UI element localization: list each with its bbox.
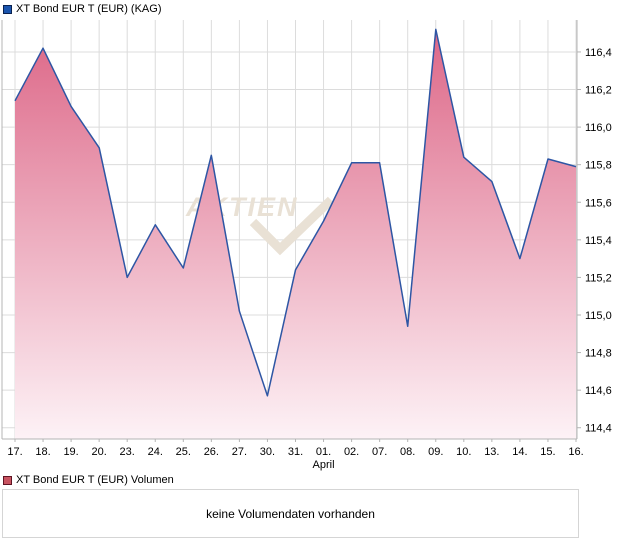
price-series-swatch-icon [3, 4, 12, 14]
x-axis-label: 02. [344, 446, 359, 458]
x-axis-label: 10. [456, 446, 471, 458]
y-axis-label: 114,6 [585, 385, 612, 397]
y-axis-label: 116,2 [585, 85, 612, 97]
x-axis-label: 14. [512, 446, 527, 458]
volume-legend: XT Bond EUR T (EUR) Volumen [3, 473, 174, 487]
x-axis-label: 27. [232, 446, 247, 458]
x-axis-label: 25. [176, 446, 191, 458]
y-axis-label: 116,0 [585, 122, 612, 134]
x-axis-label: 01. [316, 446, 331, 458]
month-label: April [313, 459, 335, 471]
x-axis-label: 23. [120, 446, 135, 458]
price-area [15, 29, 576, 440]
volume-series-swatch-icon [3, 475, 12, 485]
x-axis-label: 26. [204, 446, 219, 458]
x-axis-label: 08. [400, 446, 415, 458]
y-axis-label: 114,8 [585, 348, 612, 360]
y-axis-label: 114,4 [585, 423, 612, 435]
x-axis-label: 30. [260, 446, 275, 458]
x-axis-label: 16. [568, 446, 583, 458]
price-line [14, 28, 577, 397]
price-legend-label: XT Bond EUR T (EUR) (KAG) [16, 3, 162, 15]
price-legend: XT Bond EUR T (EUR) (KAG) [3, 2, 161, 16]
y-axis-label: 115,0 [585, 310, 612, 322]
volume-empty-message: keine Volumendaten vorhanden [206, 506, 375, 521]
y-axis-label: 116,4 [585, 47, 612, 59]
x-axis-label: 15. [540, 446, 555, 458]
x-axis-label: 20. [92, 446, 107, 458]
x-axis-label: 24. [148, 446, 163, 458]
y-axis: 116,4 116,2 116,0 115,8 115,6 115,4 115,2 115,0… [577, 47, 612, 435]
y-axis-label: 115,6 [585, 197, 612, 209]
y-axis-label: 115,8 [585, 160, 612, 172]
x-axis-label: 31. [288, 446, 303, 458]
y-axis-label: 115,2 [585, 272, 612, 284]
volume-legend-label: XT Bond EUR T (EUR) Volumen [16, 474, 174, 486]
x-axis-label: 07. [372, 446, 387, 458]
y-axis-label: 115,4 [585, 235, 612, 247]
x-axis-label: 19. [63, 446, 78, 458]
x-axis-label: 09. [428, 446, 443, 458]
x-axis-label: 13. [484, 446, 499, 458]
x-axis-label: 18. [35, 446, 50, 458]
price-chart: AKTIEN116,4116,2116,0115,8115,6115,4115,… [1, 20, 612, 471]
x-axis: 17. 18. 19. 20. 23. 24. 25. 26. 27. 30. 31. 01. 02. 0… [7, 439, 584, 471]
x-axis-label: 17. [7, 446, 22, 458]
watermark-check-icon [249, 196, 335, 256]
volume-panel: keine Volumendaten vorhanden [2, 489, 579, 538]
